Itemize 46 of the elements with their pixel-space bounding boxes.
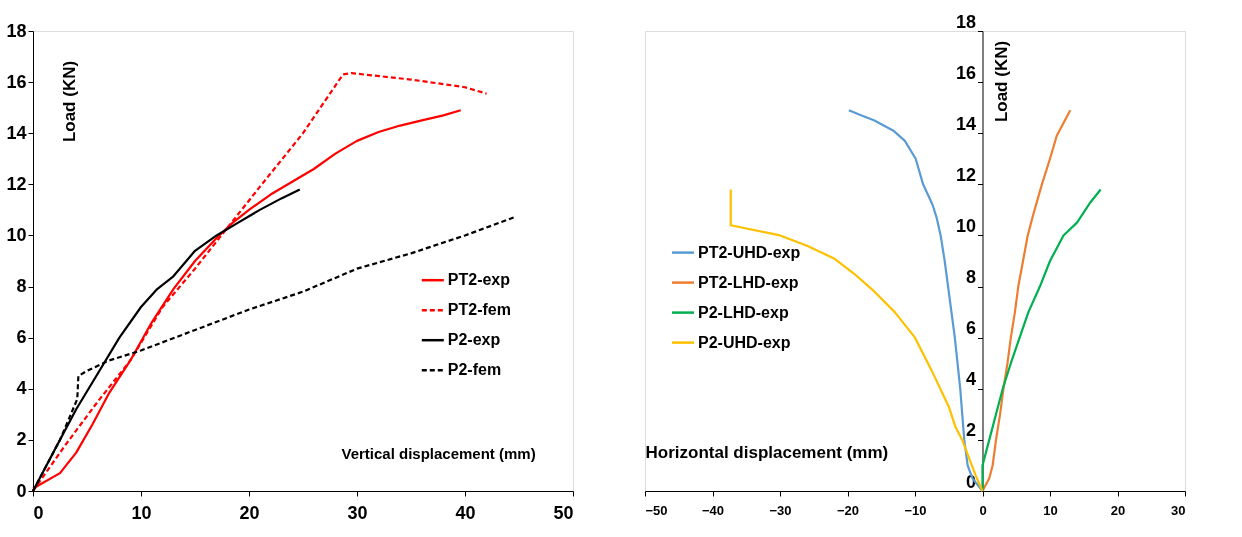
x-tick-label: −20 xyxy=(836,502,860,518)
y-tick-label: 6 xyxy=(16,327,27,348)
x-tick-label: −50 xyxy=(645,502,668,518)
x-axis-title: Horizontal displacement (mm) xyxy=(645,442,889,462)
y-tick-label: 12 xyxy=(6,173,27,194)
x-tick-label: 40 xyxy=(455,502,476,523)
legend-label: P2-fem xyxy=(447,361,502,379)
x-tick-label: −40 xyxy=(701,502,725,518)
x-tick-label: 30 xyxy=(1171,502,1186,518)
legend-label: P2-LHD-exp xyxy=(698,303,789,321)
y-tick-label: 6 xyxy=(965,318,976,339)
x-axis-title: Vertical displacement (mm) xyxy=(341,444,536,462)
y-tick-label: 14 xyxy=(955,113,976,134)
y-tick-label: 16 xyxy=(955,62,976,83)
y-tick-label: 10 xyxy=(955,215,976,236)
y-tick-label: 12 xyxy=(955,164,976,185)
y-tick-label: 16 xyxy=(6,71,27,92)
legend-label: PT2-UHD-exp xyxy=(698,243,801,261)
legend-label: P2-UHD-exp xyxy=(698,333,791,351)
y-tick-label: 14 xyxy=(6,122,27,143)
y-tick-label: 18 xyxy=(955,11,976,32)
legend-label: PT2-LHD-exp xyxy=(698,273,799,291)
x-tick-label: 10 xyxy=(1043,502,1058,518)
y-tick-label: 4 xyxy=(16,378,27,399)
y-axis-title: Load (KN) xyxy=(59,60,79,143)
y-tick-label: 10 xyxy=(6,224,27,245)
y-tick-label: 0 xyxy=(16,480,27,501)
x-tick-label: 30 xyxy=(347,502,368,523)
x-tick-label: 20 xyxy=(1110,502,1126,518)
legend-label: PT2-exp xyxy=(447,271,511,289)
y-axis-title: Load (KN) xyxy=(992,40,1011,123)
x-tick-label: −10 xyxy=(904,502,927,518)
x-tick-label: 20 xyxy=(239,502,260,523)
x-tick-label: 0 xyxy=(979,502,987,518)
y-tick-label: 2 xyxy=(965,420,976,441)
y-tick-label: 8 xyxy=(16,276,27,297)
y-tick-label: 8 xyxy=(965,267,976,288)
legend-label: PT2-fem xyxy=(447,301,511,319)
x-tick-label: 50 xyxy=(553,502,574,523)
x-tick-label: 10 xyxy=(131,502,152,523)
legend-label: P2-exp xyxy=(447,331,501,349)
x-tick-label: 0 xyxy=(33,502,44,523)
y-tick-label: 18 xyxy=(6,20,27,41)
y-tick-label: 2 xyxy=(16,429,27,450)
y-tick-label: 4 xyxy=(965,369,976,390)
x-tick-label: −30 xyxy=(769,502,792,518)
